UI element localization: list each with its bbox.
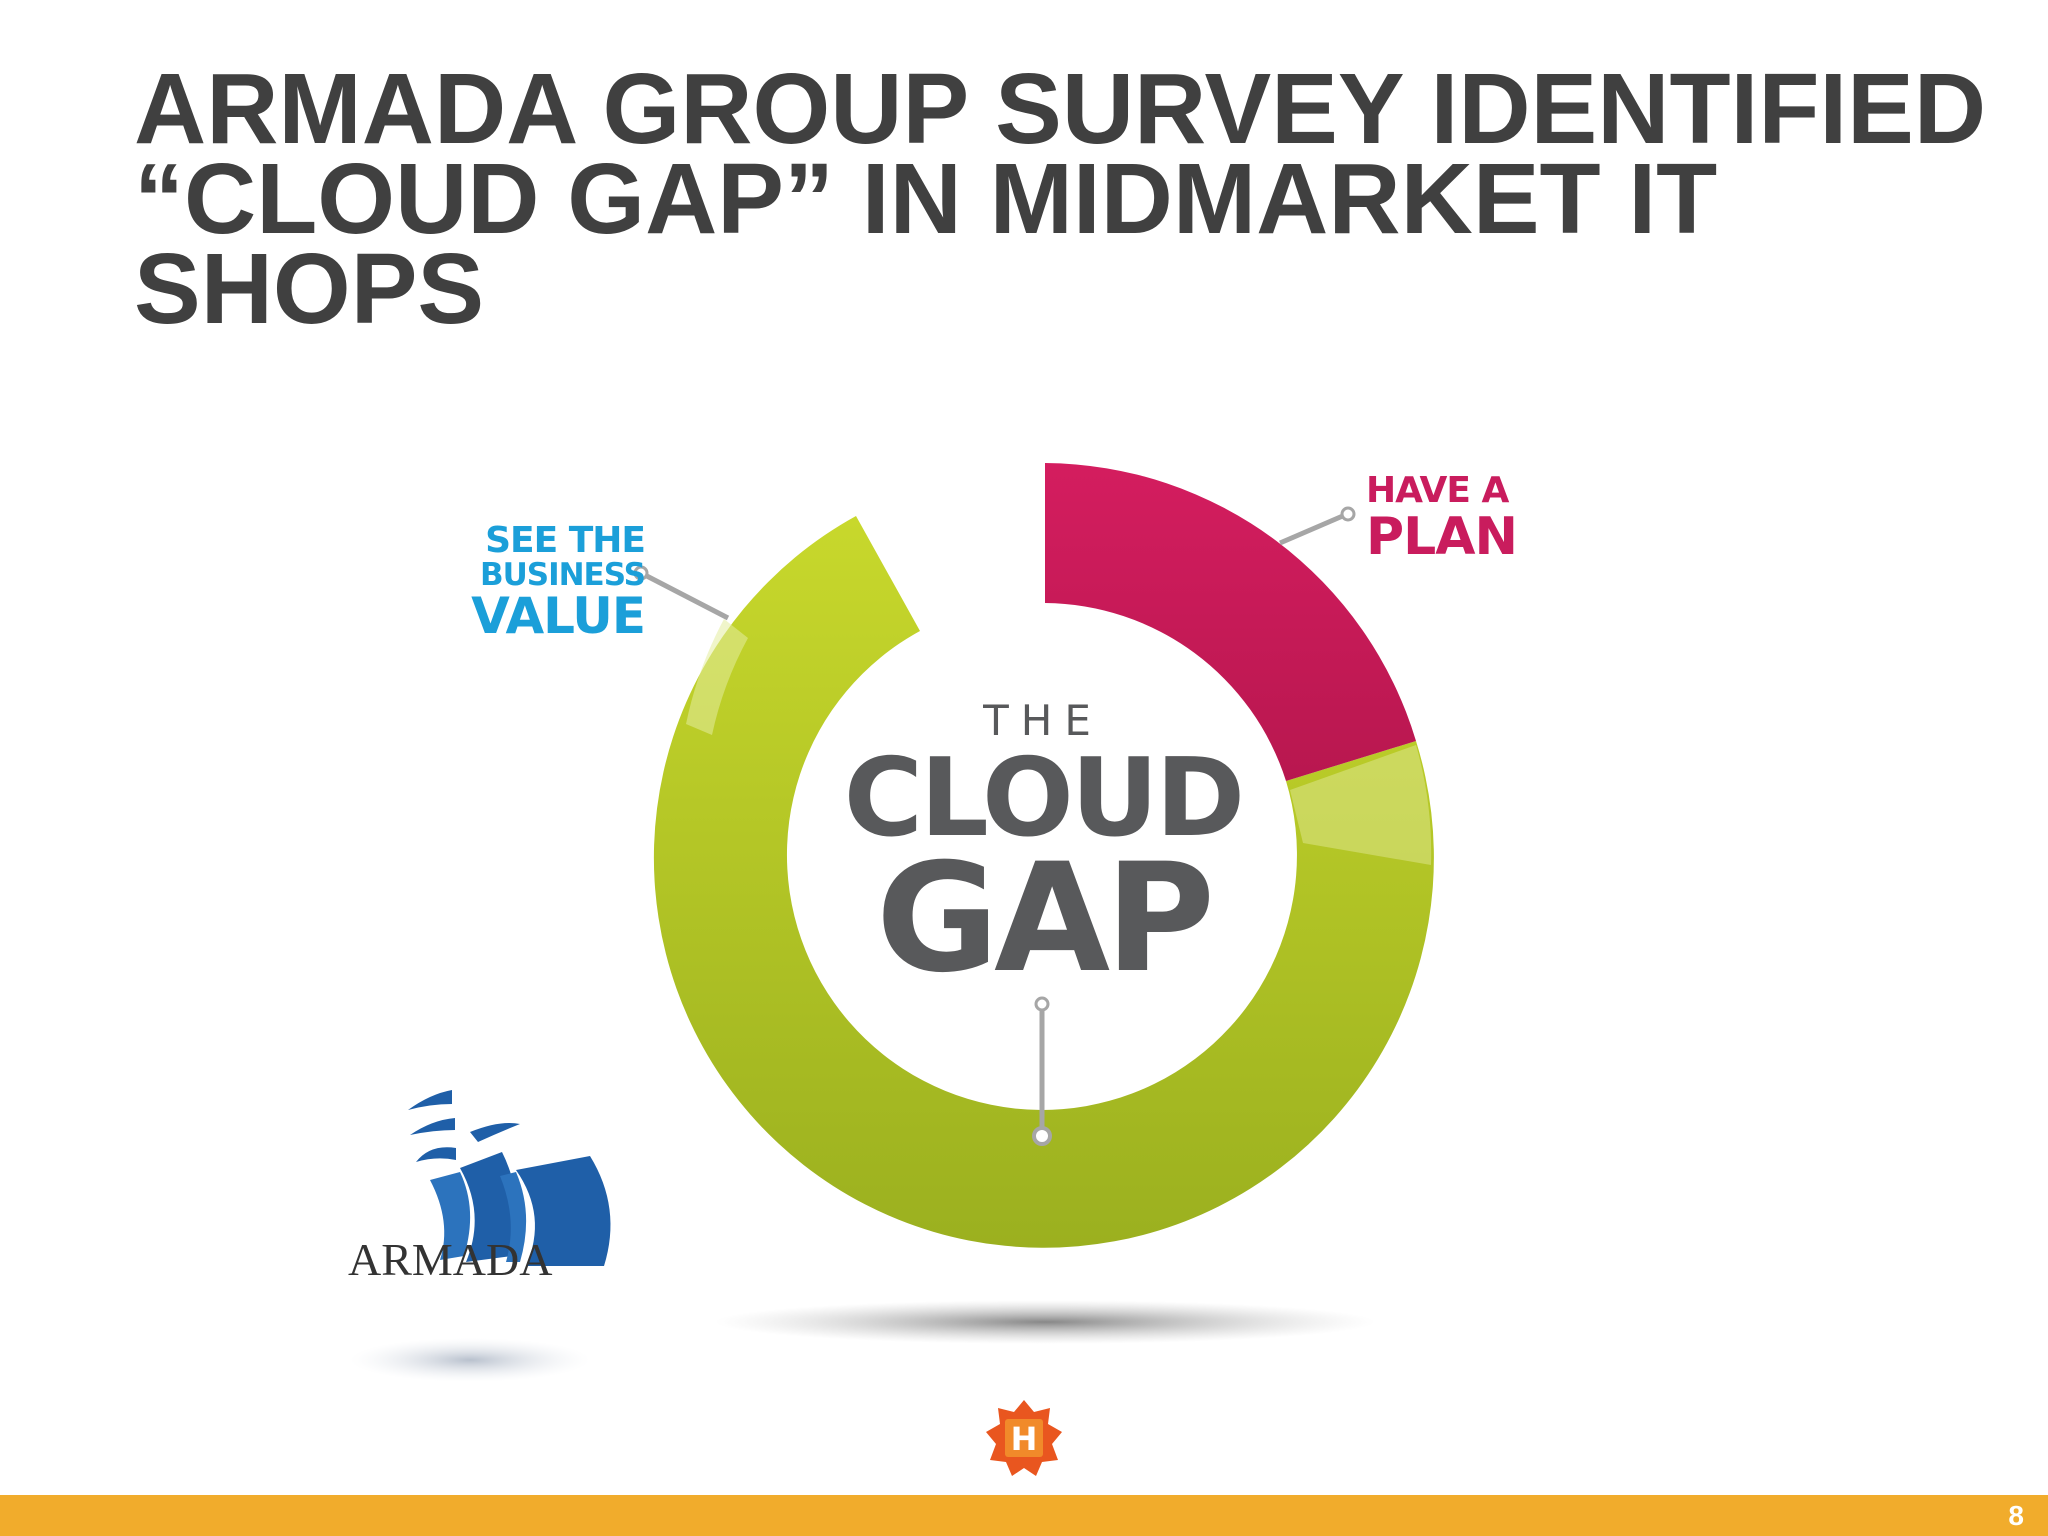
center-cloud: CLOUD bbox=[843, 736, 1245, 861]
cloud-gap-center-text: THE CLOUD GAP bbox=[818, 696, 1268, 1006]
footer-bar: 8 bbox=[0, 1495, 2048, 1536]
have-a-plan-label: HAVE A PLAN bbox=[1366, 470, 1566, 567]
ring-green-segment bbox=[653, 516, 1434, 1248]
center-gap: GAP bbox=[875, 832, 1215, 1006]
see-business-value-label: SEE THE BUSINESS VALUE bbox=[455, 520, 646, 645]
slide-title: ARMADA GROUP SURVEY IDENTIFIED “CLOUD GA… bbox=[134, 53, 2034, 345]
ring-green-highlight-left bbox=[686, 619, 748, 735]
armada-logo-wordmark: ARMADA bbox=[348, 1230, 648, 1290]
armada-logo-sails bbox=[350, 1090, 611, 1382]
center-the: THE bbox=[983, 696, 1103, 745]
connector-gap-dot-bottom bbox=[1032, 1126, 1052, 1146]
footer-logo bbox=[986, 1400, 1062, 1476]
ring-pink-segment bbox=[1045, 463, 1416, 781]
connector-have-plan-dot bbox=[1340, 506, 1356, 522]
footer-logo-letter: H bbox=[1010, 1420, 1038, 1458]
ring-green-highlight-right bbox=[1290, 745, 1432, 865]
see-value-line-2: BUSINESS bbox=[479, 557, 646, 593]
connector-see-value-dot bbox=[633, 565, 649, 581]
page-number: 8 bbox=[2008, 1500, 2024, 1531]
title-line-3: SHOPS bbox=[134, 233, 485, 345]
ring-shadow bbox=[715, 1300, 1375, 1344]
armada-logo-text: ARMADA bbox=[348, 1234, 553, 1285]
have-plan-line-2: PLAN bbox=[1366, 507, 1518, 567]
see-value-line-1: SEE THE bbox=[485, 520, 646, 561]
connector-have-plan bbox=[1279, 512, 1346, 546]
connector-see-value bbox=[639, 570, 730, 621]
have-plan-line-1: HAVE A bbox=[1366, 470, 1509, 511]
see-value-line-3: VALUE bbox=[471, 587, 646, 645]
connector-gap-dot-top bbox=[1034, 996, 1050, 1012]
title-line-2: “CLOUD GAP” IN MIDMARKET IT bbox=[134, 143, 1718, 255]
title-line-1: ARMADA GROUP SURVEY IDENTIFIED bbox=[134, 53, 1987, 165]
